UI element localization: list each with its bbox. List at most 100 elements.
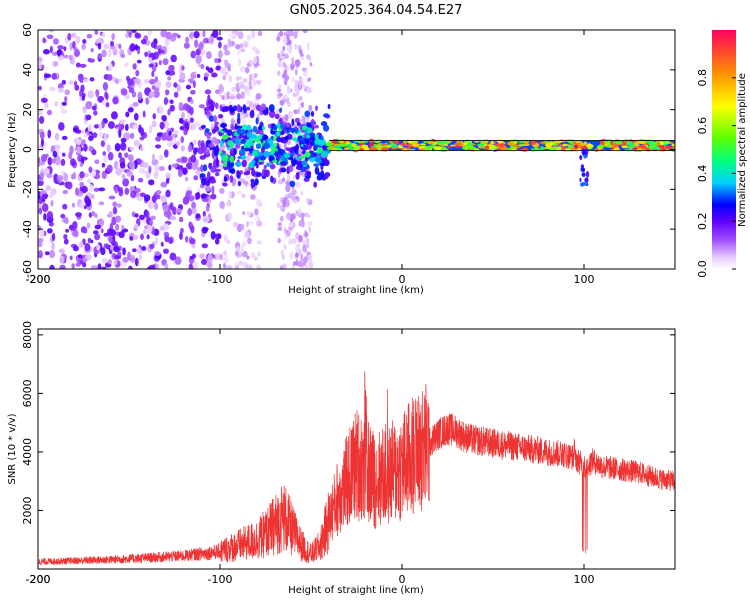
spectrogram-blob (224, 50, 231, 56)
spectrogram-blob (331, 139, 338, 144)
spectrogram-blob (49, 264, 55, 269)
spectrogram-blob (288, 221, 294, 228)
spectrogram-blob (84, 195, 90, 204)
spectrogram-blob (103, 243, 110, 249)
snr-xlabel: Height of straight line (km) (288, 585, 424, 596)
spectrogram-blob (279, 107, 282, 113)
spectrogram-blob (38, 109, 43, 116)
spectrogram-blob (248, 220, 254, 226)
spectrogram-blob (645, 140, 653, 144)
spectrogram-blob (98, 187, 106, 192)
spectrogram-blob (218, 41, 222, 49)
spectrogram-blob (206, 108, 211, 117)
spectrogram-blob (208, 36, 215, 45)
spectrogram-blob (621, 143, 626, 147)
spectrogram-blob (286, 122, 290, 128)
spectrogram-blob (246, 211, 251, 217)
spectrogram-blob (122, 247, 126, 256)
spectrogram-blob (230, 123, 235, 131)
spectrogram-blob (292, 92, 298, 97)
spectrogram-blob (652, 141, 659, 145)
spectrogram-blob (185, 190, 193, 196)
spectrogram-blob (97, 42, 102, 50)
spectrogram-blob (242, 40, 249, 48)
spectrogram-blob (179, 227, 184, 234)
spectrogram-blob (85, 101, 92, 110)
spectrogram-blob (170, 54, 177, 63)
spectrogram-blob (94, 30, 99, 35)
spectrogram-blob (525, 140, 529, 145)
spectrogram-blob (447, 145, 453, 149)
spectrogram-blob (132, 123, 139, 130)
spectrogram-blob (246, 89, 251, 97)
spectrogram-blob (101, 49, 107, 58)
spectrogram-blob (302, 84, 307, 89)
spectrogram-blob (145, 210, 150, 220)
spectrogram-blob (187, 208, 193, 216)
spectrogram-blob (154, 195, 158, 200)
spectrogram-blob (195, 170, 201, 176)
spectrogram-blob (52, 51, 58, 56)
spectrogram-blob (201, 258, 207, 266)
spectrogram-blob (86, 179, 92, 184)
spectrogram-blob (289, 251, 293, 260)
spectrogram-blob (233, 30, 239, 36)
spectrogram-blob (250, 178, 255, 184)
spectrogram-blob (119, 162, 126, 169)
spectrogram-blob (43, 213, 47, 221)
spectrogram-blob (224, 30, 231, 34)
spectrogram-blob (153, 51, 159, 60)
spectrogram-blob (254, 178, 259, 186)
spectrogram-blob (173, 82, 178, 88)
spectrogram-blob (197, 188, 201, 193)
spectrogram-blob (135, 78, 141, 85)
spectrogram-blob (169, 215, 177, 221)
spectrogram-blob (236, 125, 243, 130)
spectrogram-blob (317, 139, 325, 146)
spectrogram-blob (313, 163, 320, 167)
spectrogram-blob (303, 256, 308, 264)
spectrogram-blob (219, 104, 223, 112)
spectrogram-blob (172, 206, 177, 216)
spectrogram-blob (57, 87, 65, 93)
spectrogram-blob (246, 255, 250, 260)
spectrogram-blob (244, 147, 251, 152)
spectrogram-blob (67, 33, 72, 41)
spectrogram-blob (148, 264, 156, 269)
spectrogram-blob (185, 84, 192, 90)
snr-ytick-label: 8000 (21, 321, 34, 349)
spectrogram-blob (98, 122, 103, 131)
spectrogram-blob (91, 194, 95, 199)
spectrogram-blob (53, 144, 61, 150)
spectrogram-blob (90, 48, 94, 53)
spectrogram-blob (38, 225, 42, 232)
spectrogram-blob (144, 225, 148, 230)
spectrogram-blob (91, 211, 96, 217)
spectrogram-blob (114, 255, 122, 260)
spectrogram-blob (83, 143, 88, 152)
spectrogram-blob (48, 86, 56, 92)
spectrogram-blob (84, 242, 91, 252)
spectrogram-blob (132, 63, 137, 70)
spectrogram-blob (179, 125, 185, 131)
spectrogram-blob (285, 180, 291, 186)
spectrogram-blob (162, 58, 169, 66)
spectrogram-blob (223, 59, 229, 66)
spectrogram-blob (128, 31, 132, 38)
spectrogram-blob (235, 44, 241, 50)
spectrogram-blob (298, 235, 303, 242)
spectrogram-blob (283, 153, 291, 159)
spectrogram-blob (72, 245, 79, 252)
spectrogram-blob (186, 161, 193, 170)
spectrogram-blob (223, 92, 228, 101)
spectrogram-blob (203, 217, 208, 223)
spectrogram-blob (323, 159, 330, 167)
spectrogram-ytick-label: -20 (21, 180, 34, 198)
spectrogram-blob (280, 49, 285, 56)
spectrogram-blob (160, 241, 164, 247)
spectrogram-blob (242, 211, 246, 215)
spectrogram-blob (88, 135, 94, 141)
spectrogram-blob (238, 149, 246, 155)
spectrogram-blob (224, 154, 229, 160)
spectrogram-blob (92, 132, 98, 138)
